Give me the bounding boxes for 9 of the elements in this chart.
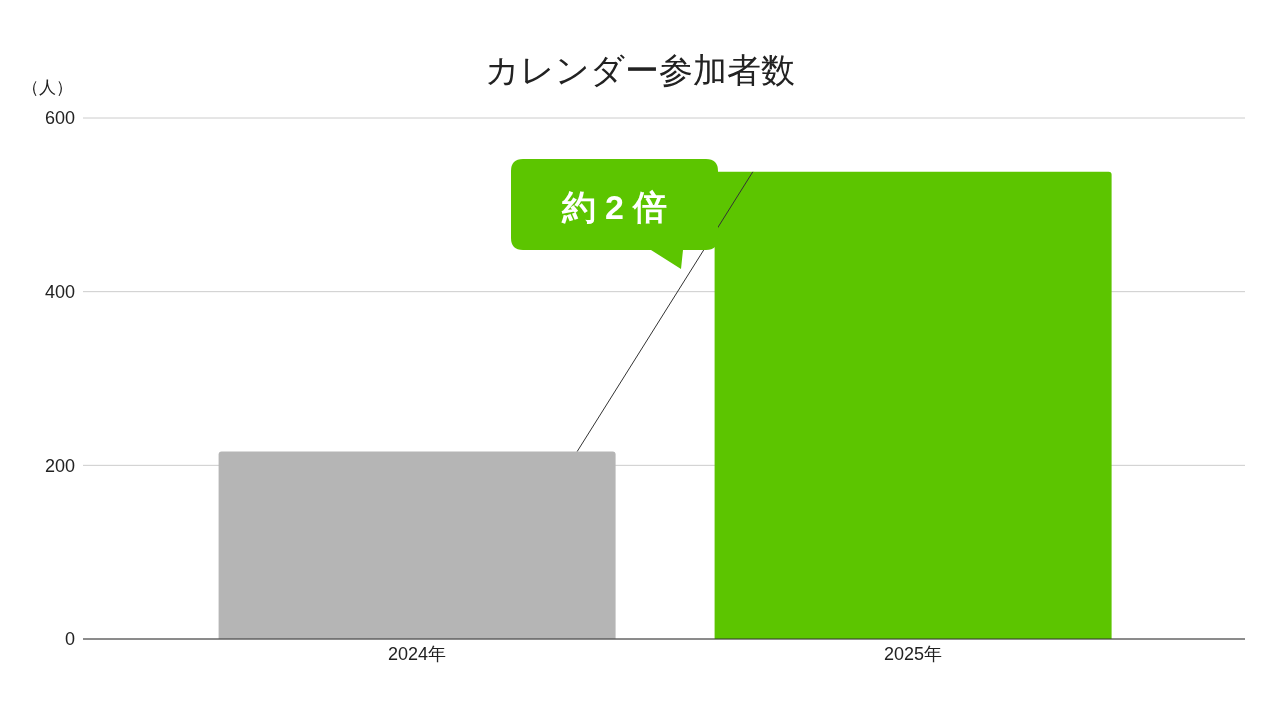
x-tick-label: 2024年 — [387, 643, 447, 664]
y-tick-label: 200 — [44, 455, 75, 476]
y-tick-label: 0 — [64, 629, 75, 650]
y-tick-label: 400 — [44, 282, 75, 303]
x-tick-label: 2025年 — [883, 643, 943, 664]
y-tick-label: 600 — [44, 108, 75, 129]
chart-title: カレンダー参加者数 — [485, 51, 795, 89]
y-axis-title: （人） — [22, 77, 73, 99]
annotation: 約 2 倍 — [560, 188, 668, 226]
